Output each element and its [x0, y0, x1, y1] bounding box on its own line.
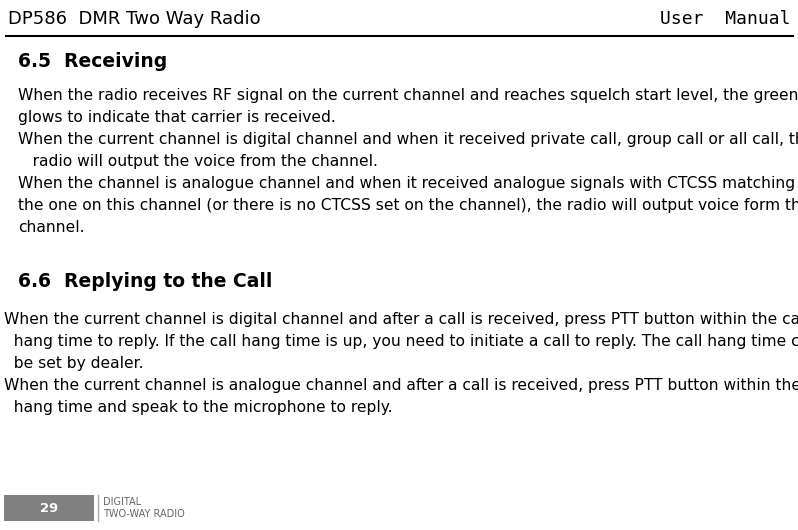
Text: When the channel is analogue channel and when it received analogue signals with : When the channel is analogue channel and… — [18, 176, 795, 191]
Text: DIGITAL: DIGITAL — [103, 497, 141, 507]
Text: When the radio receives RF signal on the current channel and reaches squelch sta: When the radio receives RF signal on the… — [18, 88, 798, 103]
Text: hang time to reply. If the call hang time is up, you need to initiate a call to : hang time to reply. If the call hang tim… — [4, 334, 798, 349]
Text: When the current channel is analogue channel and after a call is received, press: When the current channel is analogue cha… — [4, 378, 798, 393]
Text: DP586  DMR Two Way Radio: DP586 DMR Two Way Radio — [8, 10, 261, 28]
Text: 6.5  Receiving: 6.5 Receiving — [18, 52, 168, 71]
FancyBboxPatch shape — [4, 495, 94, 521]
Text: radio will output the voice from the channel.: radio will output the voice from the cha… — [18, 154, 378, 169]
Text: User  Manual: User Manual — [659, 10, 790, 28]
Text: hang time and speak to the microphone to reply.: hang time and speak to the microphone to… — [4, 400, 393, 415]
Text: the one on this channel (or there is no CTCSS set on the channel), the radio wil: the one on this channel (or there is no … — [18, 198, 798, 213]
Text: When the current channel is digital channel and when it received private call, g: When the current channel is digital chan… — [18, 132, 798, 147]
Text: glows to indicate that carrier is received.: glows to indicate that carrier is receiv… — [18, 110, 336, 125]
Text: channel.: channel. — [18, 220, 85, 235]
Text: be set by dealer.: be set by dealer. — [4, 356, 144, 371]
Text: TWO-WAY RADIO: TWO-WAY RADIO — [103, 509, 185, 519]
Text: 29: 29 — [40, 501, 58, 515]
Text: 6.6  Replying to the Call: 6.6 Replying to the Call — [18, 272, 272, 291]
Text: When the current channel is digital channel and after a call is received, press : When the current channel is digital chan… — [4, 312, 798, 327]
